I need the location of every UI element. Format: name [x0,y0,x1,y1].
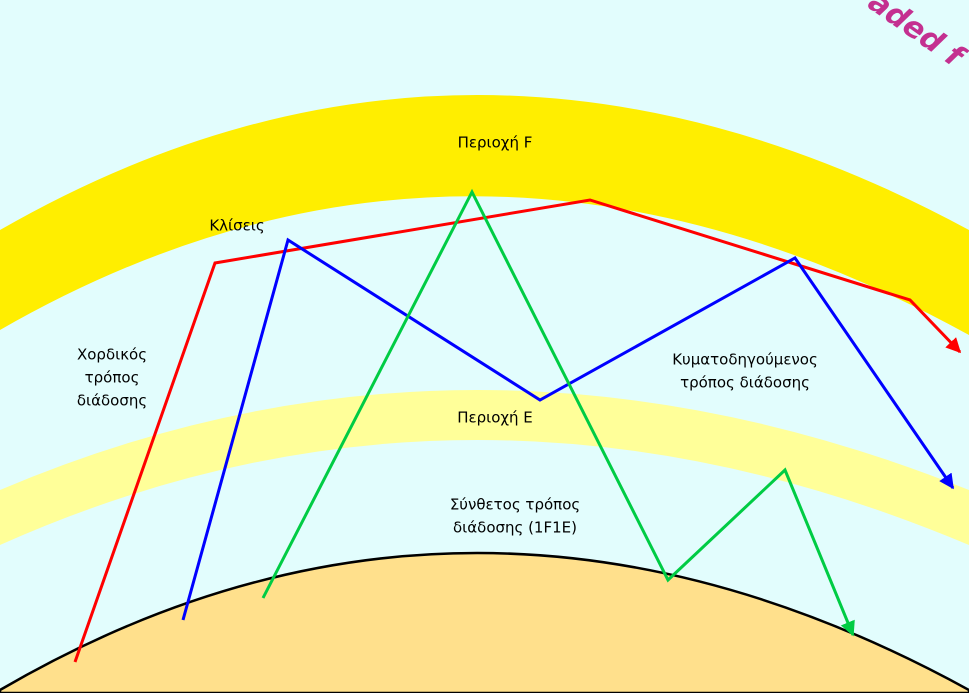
label: Κλίσεις [209,217,264,235]
label: Σύνθετος τρόπος [450,496,580,514]
label: διάδοσης [77,392,147,410]
region-label: Περιοχή E [457,409,533,427]
propagation-diagram: Περιοχή F Περιοχή E Κλίσεις Χορδικός τρό… [0,0,969,693]
label: τρόπος [85,369,140,387]
label: Χορδικός [77,346,147,364]
label: τρόπος διάδοσης [680,374,810,392]
region-label: Περιοχή F [458,134,533,152]
label: διάδοσης (1F1E) [453,519,577,537]
label: Κυματοδηγούμενος [672,351,818,369]
